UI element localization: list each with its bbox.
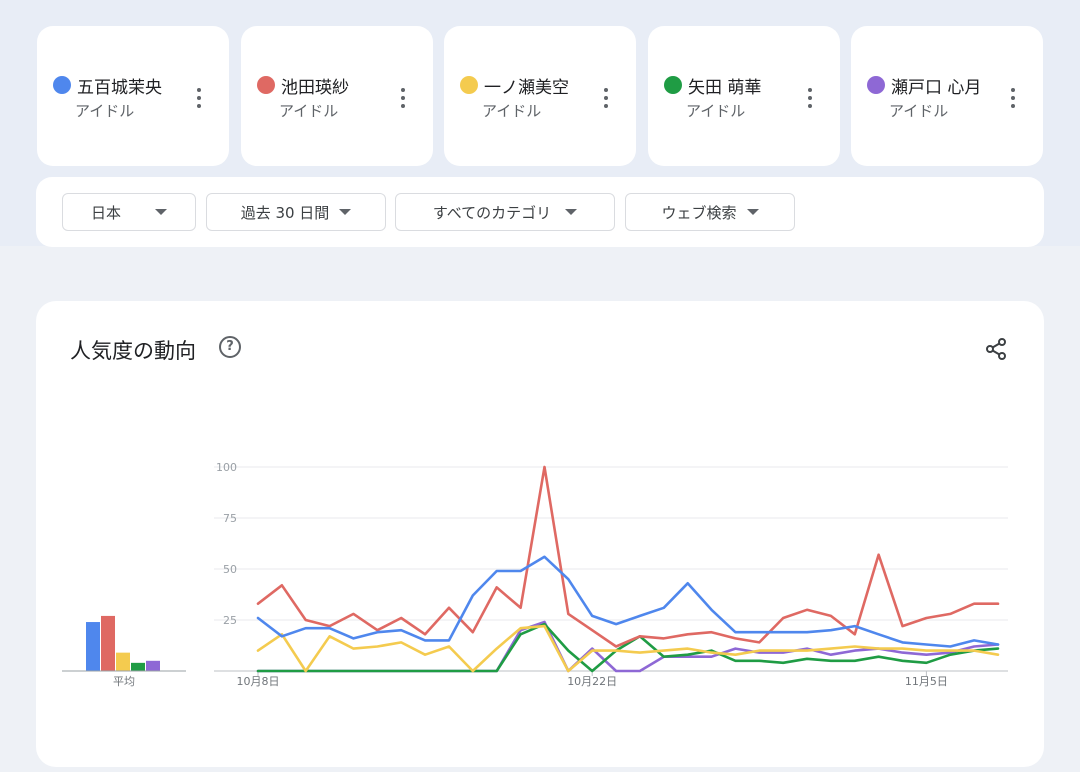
period-dropdown[interactable]: 過去 30 日間 — [206, 193, 386, 231]
term-color-dot — [664, 76, 682, 94]
help-icon[interactable]: ? — [219, 336, 241, 358]
term-category: アイドル — [686, 102, 746, 120]
term-card-5[interactable]: 瀬戸口 心月 アイドル — [851, 26, 1043, 166]
x-tick-label: 10月8日 — [237, 675, 280, 688]
average-bar-5 — [146, 660, 160, 671]
chart-title: 人気度の動向 — [70, 339, 196, 363]
term-category: アイドル — [75, 102, 135, 120]
average-bar-2 — [101, 615, 115, 671]
x-tick-label: 10月22日 — [567, 675, 617, 688]
term-name: 矢田 萌華 — [688, 78, 762, 98]
caret-down-icon — [746, 209, 759, 215]
term-color-dot — [460, 76, 478, 94]
term-name: 五百城茉央 — [77, 78, 162, 98]
series-line-1 — [256, 555, 1000, 648]
trend-chart: 100 75 50 25 10月8日 10月22日 11月5日 平均 — [62, 461, 1008, 688]
term-name: 一ノ瀬美空 — [484, 78, 569, 98]
series-line-3 — [256, 624, 1000, 673]
category-dropdown[interactable]: すべてのカテゴリ — [395, 193, 615, 231]
term-category: アイドル — [279, 102, 339, 120]
y-tick-label: 75 — [223, 512, 237, 525]
y-tick-label: 100 — [216, 461, 237, 474]
series-line-4 — [256, 622, 1000, 673]
average-bar-4 — [131, 662, 145, 671]
average-label: 平均 — [113, 675, 135, 688]
x-tick-label: 11月5日 — [905, 675, 948, 688]
average-bar-1 — [86, 622, 100, 671]
caret-down-icon — [155, 209, 167, 215]
region-label: 日本 — [90, 203, 121, 222]
interest-over-time-card: 人気度の動向 ? 100 75 50 25 10月8日 10月22日 11月5日 平均 — [36, 301, 1044, 767]
more-vert-icon[interactable] — [1001, 86, 1025, 110]
share-icon[interactable] — [984, 337, 1008, 361]
period-label: 過去 30 日間 — [240, 203, 330, 222]
term-name: 瀬戸口 心月 — [891, 78, 982, 98]
region-dropdown[interactable]: 日本 — [62, 193, 196, 231]
more-vert-icon[interactable] — [798, 86, 822, 110]
more-vert-icon[interactable] — [391, 86, 415, 110]
term-color-dot — [53, 76, 71, 94]
term-color-dot — [867, 76, 885, 94]
term-category: アイドル — [889, 102, 949, 120]
caret-down-icon — [565, 209, 578, 215]
term-name: 池田瑛紗 — [281, 78, 349, 98]
term-card-1[interactable]: 五百城茉央 アイドル — [37, 26, 229, 166]
search-type-dropdown[interactable]: ウェブ検索 — [625, 193, 795, 231]
term-card-2[interactable]: 池田瑛紗 アイドル — [241, 26, 433, 166]
term-color-dot — [257, 76, 275, 94]
category-label: すべてのカテゴリ — [432, 203, 552, 222]
term-card-3[interactable]: 一ノ瀬美空 アイドル — [444, 26, 636, 166]
term-card-4[interactable]: 矢田 萌華 アイドル — [648, 26, 840, 166]
filter-bar: 日本 過去 30 日間 すべてのカテゴリ ウェブ検索 — [36, 177, 1044, 247]
term-category: アイドル — [482, 102, 542, 120]
more-vert-icon[interactable] — [187, 86, 211, 110]
y-tick-label: 50 — [223, 563, 237, 576]
more-vert-icon[interactable] — [594, 86, 618, 110]
average-bar-3 — [116, 652, 130, 671]
series-line-2 — [256, 465, 1000, 648]
y-tick-label: 25 — [223, 614, 237, 627]
search-type-label: ウェブ検索 — [661, 203, 737, 222]
caret-down-icon — [339, 209, 352, 215]
